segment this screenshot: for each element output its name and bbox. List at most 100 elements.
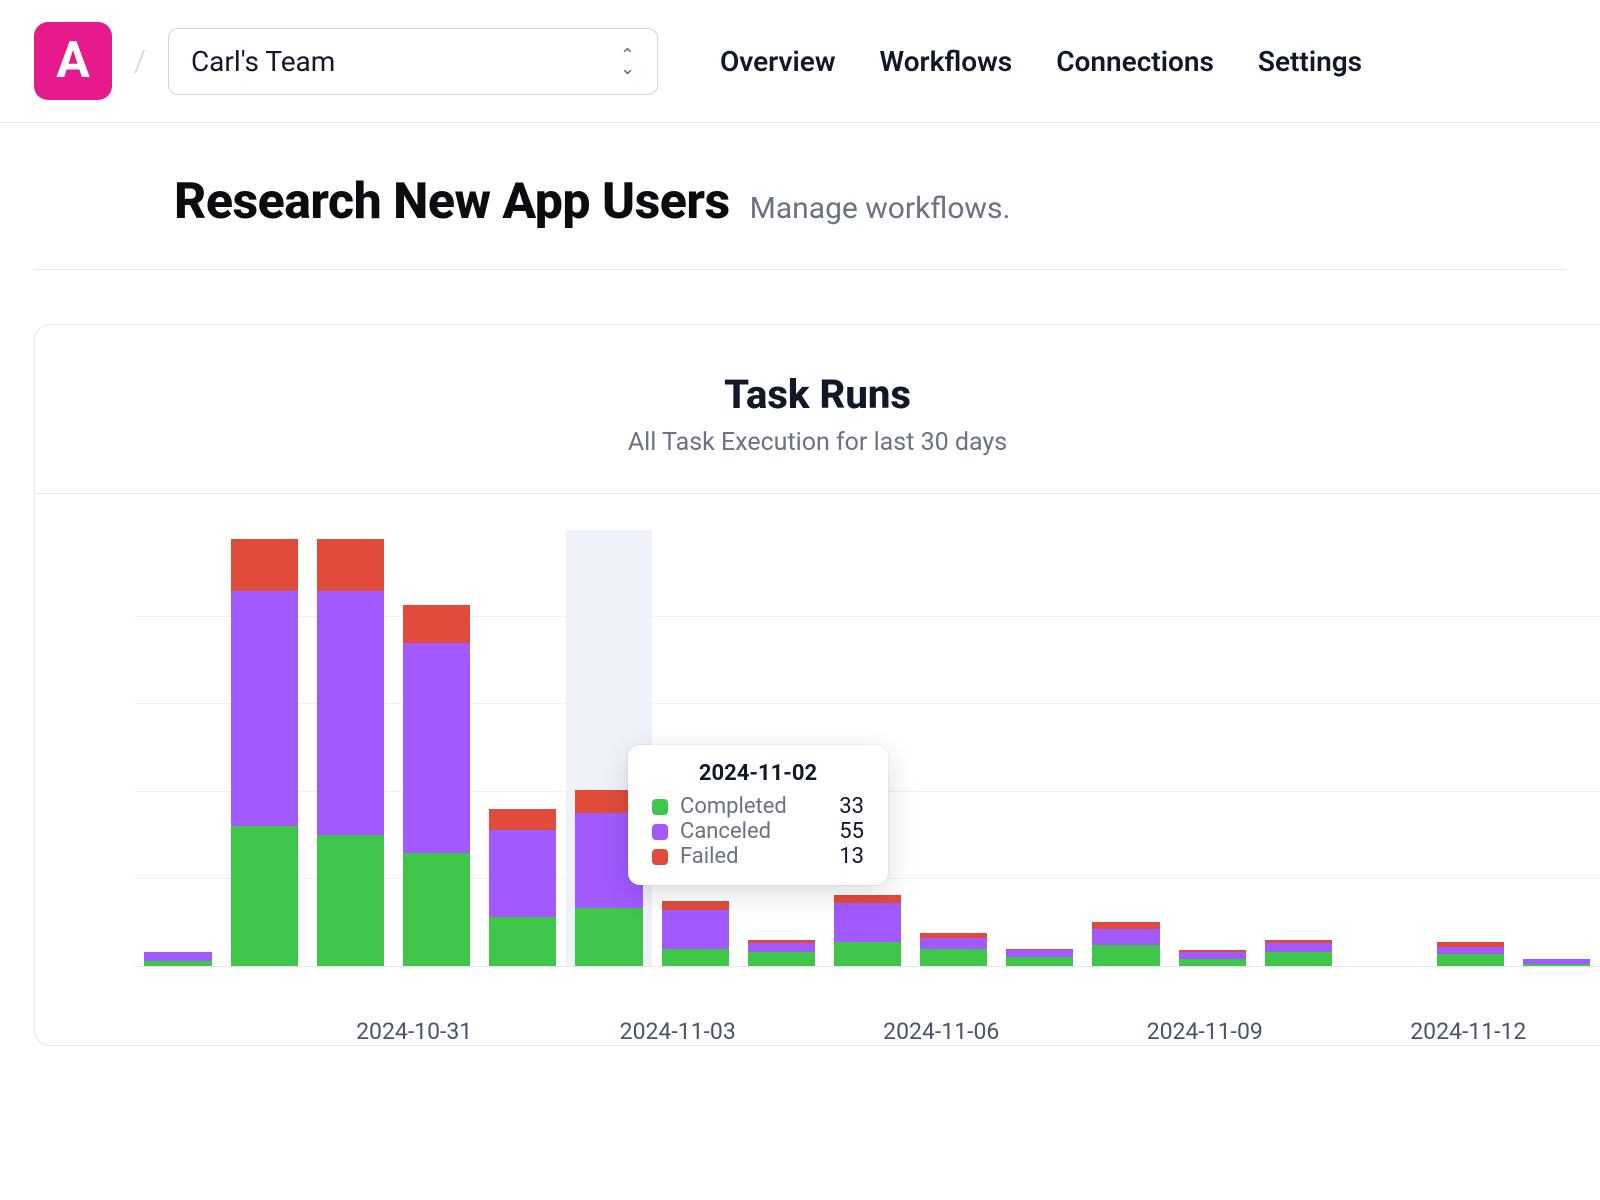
chart-bar	[1179, 950, 1246, 966]
chart-x-tick	[1337, 1018, 1411, 1045]
chart-bar-column[interactable]	[1514, 530, 1600, 966]
page-header: Research New App Users Manage workflows.	[34, 123, 1566, 270]
chart-bar-segment-failed	[403, 605, 470, 643]
chart-bar	[231, 539, 298, 966]
chart-bar-segment-completed	[1006, 957, 1073, 966]
chart-x-tick: 2024-11-03	[620, 1018, 736, 1045]
chart-bar-column[interactable]	[307, 530, 393, 966]
chart-bar-segment-completed	[748, 952, 815, 966]
chart-bar-segment-canceled	[403, 643, 470, 852]
chart-bar	[317, 539, 384, 966]
nav-settings[interactable]: Settings	[1258, 45, 1362, 78]
chart-bar	[403, 605, 470, 966]
tooltip-row-canceled: Canceled 55	[652, 819, 864, 844]
chart-bar-segment-failed	[834, 895, 901, 904]
chart-bar-column[interactable]	[1083, 530, 1169, 966]
chart-x-tick: 2024-11-09	[1147, 1018, 1263, 1045]
chart-bar-segment-canceled	[920, 938, 987, 948]
chart-bar	[834, 895, 901, 966]
chart-x-tick	[1073, 1018, 1147, 1045]
chart-bar-segment-failed	[489, 809, 556, 830]
chart-bar	[1265, 940, 1332, 966]
chart-bar	[1006, 949, 1073, 966]
chart-x-tick	[546, 1018, 620, 1045]
chart-bar-segment-canceled	[1006, 950, 1073, 957]
tooltip-row-failed: Failed13	[652, 844, 864, 869]
chart-x-tick	[1526, 1018, 1600, 1045]
chart-bar-segment-canceled	[662, 910, 729, 948]
tooltip-label: Canceled	[680, 819, 800, 844]
page-subtitle: Manage workflows.	[750, 191, 1011, 226]
page-title: Research New App Users	[174, 173, 730, 231]
tooltip-value: 55	[839, 819, 864, 844]
chart-bar-segment-canceled	[1265, 943, 1332, 952]
chart-bar	[1523, 959, 1590, 966]
chart-bar-segment-completed	[231, 826, 298, 966]
chart-x-labels: 2024-10-312024-11-032024-11-062024-11-09…	[135, 1000, 1600, 1045]
chart-bar-column[interactable]	[394, 530, 480, 966]
chart-bar-segment-canceled	[144, 952, 211, 961]
tooltip-label: Failed	[680, 844, 800, 869]
chart-x-tick: 2024-11-06	[883, 1018, 999, 1045]
chart-bar-column[interactable]	[911, 530, 997, 966]
chart-bar-column[interactable]	[480, 530, 566, 966]
tooltip-value: 33	[839, 794, 864, 819]
chart-bar-segment-completed	[489, 917, 556, 966]
tooltip-row-completed: Completed 33	[652, 794, 864, 819]
chart-bar-segment-canceled	[1437, 947, 1504, 954]
chart-bar-column[interactable]	[1255, 530, 1341, 966]
chart-bar	[489, 809, 556, 966]
chart-bar-column[interactable]	[135, 530, 221, 966]
chart-bar-column[interactable]	[1169, 530, 1255, 966]
chart-bar-segment-completed	[834, 942, 901, 966]
nav-connections[interactable]: Connections	[1056, 45, 1214, 78]
chart-bar-segment-canceled	[489, 830, 556, 917]
chart-bar-column[interactable]	[997, 530, 1083, 966]
chart-tooltip: 2024-11-02 Completed 33 Canceled 55Failed13	[628, 745, 888, 885]
chart-bar	[1437, 942, 1504, 966]
chart-x-tick	[209, 1018, 283, 1045]
tooltip-label: Completed	[680, 794, 800, 819]
chart-x-tick	[472, 1018, 546, 1045]
chart-bar-segment-canceled	[317, 591, 384, 835]
tooltip-swatch-failed	[652, 849, 668, 865]
primary-nav: Overview Workflows Connections Settings	[720, 45, 1362, 78]
chart-bar-segment-canceled	[834, 903, 901, 941]
team-select[interactable]: Carl's Team ⌃⌃	[168, 28, 658, 95]
chart-bar	[662, 901, 729, 966]
chart-bar-column[interactable]	[221, 530, 307, 966]
tooltip-date: 2024-11-02	[652, 761, 864, 786]
chart-x-tick: 2024-11-12	[1410, 1018, 1526, 1045]
task-runs-chart[interactable]: 2024-11-02 Completed 33 Canceled 55Failed13	[135, 530, 1600, 1000]
chart-x-tick	[809, 1018, 883, 1045]
chart-bar-segment-completed	[1092, 945, 1159, 966]
team-select-value: Carl's Team	[191, 45, 335, 78]
card-title: Task Runs	[55, 371, 1580, 418]
chart-x-tick	[1263, 1018, 1337, 1045]
chart-x-tick	[282, 1018, 356, 1045]
chart-bar-segment-completed	[1265, 952, 1332, 966]
chart-x-tick	[135, 1018, 209, 1045]
chevron-updown-icon: ⌃⌃	[620, 51, 635, 71]
chart-bar-segment-failed	[231, 539, 298, 591]
chart-x-tick	[999, 1018, 1073, 1045]
brand-letter: A	[56, 32, 90, 90]
tooltip-swatch-completed	[652, 799, 668, 815]
task-runs-card: Task Runs All Task Execution for last 30…	[34, 324, 1600, 1046]
chart-bar-segment-canceled	[1179, 952, 1246, 959]
card-subtitle: All Task Execution for last 30 days	[55, 428, 1580, 457]
chart-bar	[920, 933, 987, 966]
chart-bar	[1092, 922, 1159, 966]
tooltip-swatch-canceled	[652, 824, 668, 840]
nav-overview[interactable]: Overview	[720, 45, 836, 78]
chart-bar-column[interactable]	[1341, 530, 1427, 966]
chart-bar-segment-completed	[1437, 954, 1504, 966]
brand-logo[interactable]: A	[34, 22, 112, 100]
top-bar: A / Carl's Team ⌃⌃ Overview Workflows Co…	[0, 0, 1600, 123]
chart-bar-segment-failed	[662, 901, 729, 910]
chart-bar-segment-completed	[662, 949, 729, 966]
chart-bar-column[interactable]	[1428, 530, 1514, 966]
chart-bar-segment-canceled	[231, 591, 298, 826]
nav-workflows[interactable]: Workflows	[880, 45, 1013, 78]
chart-bar-segment-completed	[920, 949, 987, 966]
